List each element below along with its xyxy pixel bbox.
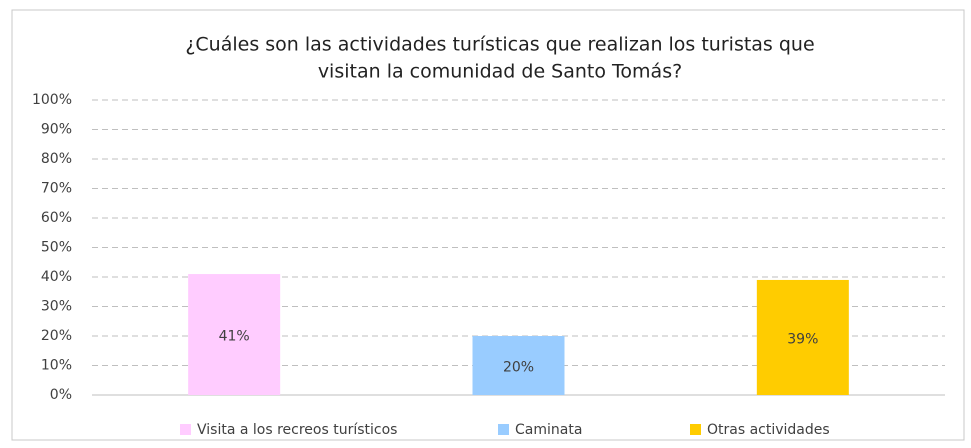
y-tick-label: 50% [41, 240, 72, 256]
legend-label: Visita a los recreos turísticos [197, 422, 397, 438]
y-tick-label: 20% [41, 328, 72, 344]
y-tick-label: 30% [41, 299, 72, 315]
data-label: 41% [219, 329, 250, 345]
y-tick-label: 40% [41, 269, 72, 285]
data-label: 20% [503, 360, 534, 376]
y-tick-label: 0% [50, 387, 72, 403]
y-tick-label: 80% [41, 151, 72, 167]
legend-swatch [180, 424, 191, 435]
bar [188, 274, 281, 395]
chart-title: ¿Cuáles son las actividades turísticas q… [185, 34, 814, 56]
legend-label: Otras actividades [707, 422, 830, 438]
y-tick-label: 100% [32, 92, 72, 108]
bar [472, 336, 565, 395]
legend-label: Caminata [515, 422, 582, 438]
legend-swatch [690, 424, 701, 435]
legend-swatch [498, 424, 509, 435]
y-tick-label: 10% [41, 358, 72, 374]
data-label: 39% [787, 331, 818, 347]
chart-title: visitan la comunidad de Santo Tomás? [318, 61, 682, 83]
bar [756, 279, 849, 395]
y-tick-label: 60% [41, 210, 72, 226]
y-tick-label: 90% [41, 122, 72, 138]
y-tick-label: 70% [41, 181, 72, 197]
